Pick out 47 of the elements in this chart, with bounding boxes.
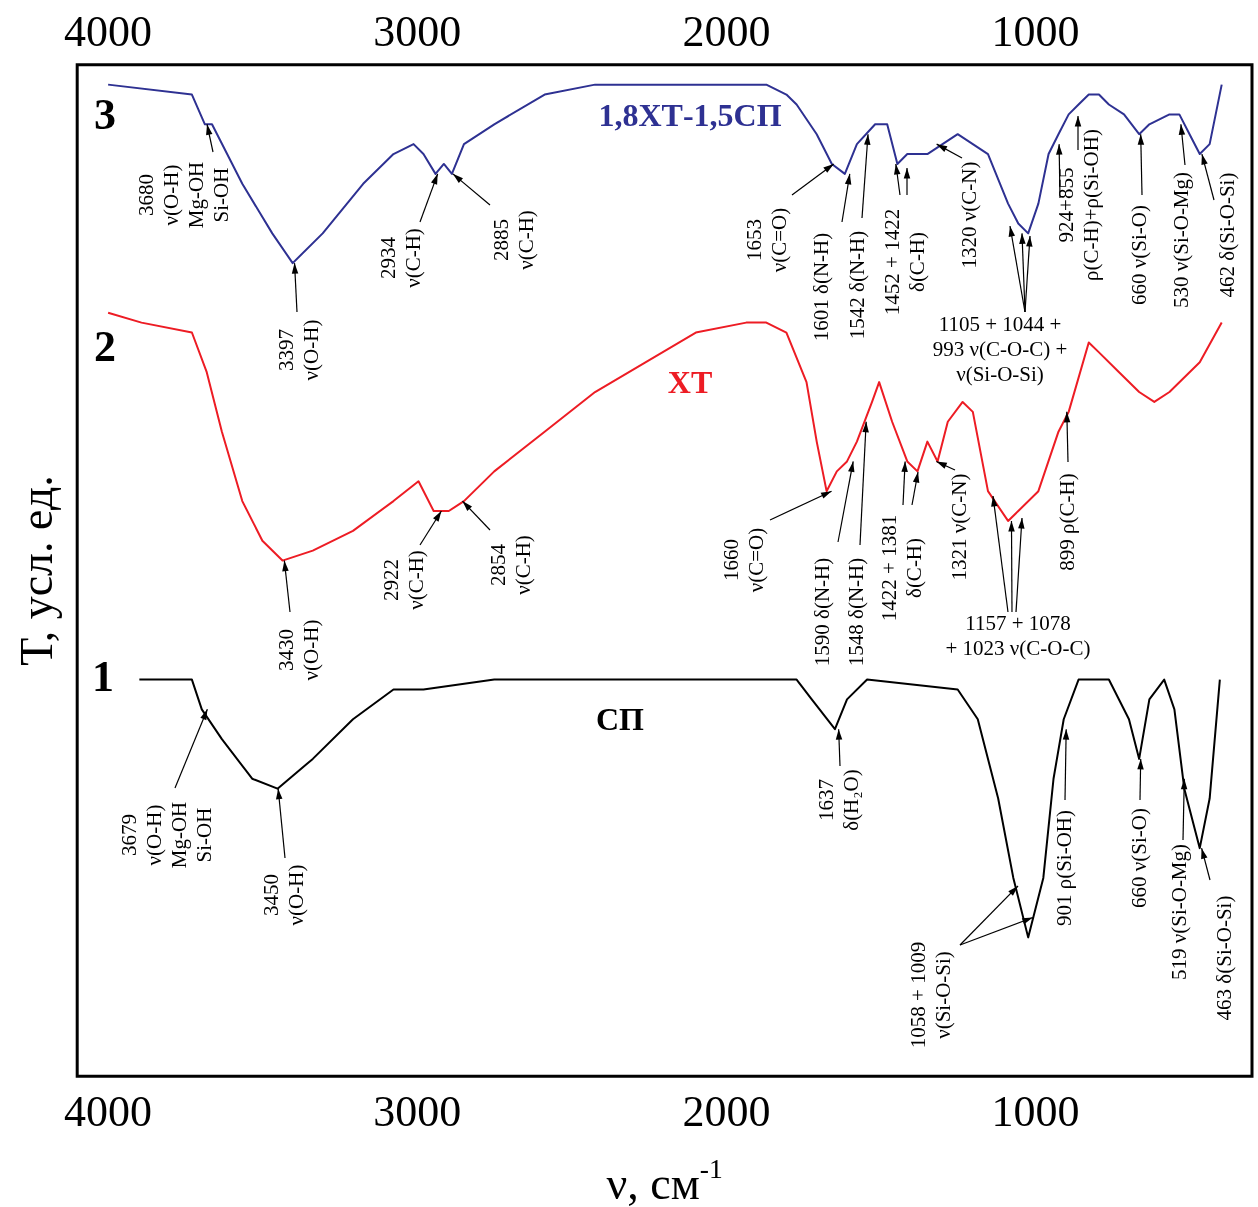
annotation: 901 ρ(Si-OH) <box>1051 809 1076 927</box>
annotation: 519 ν(Si-O-Mg) <box>1166 843 1191 981</box>
annotation: 1105 + 1044 + 993 ν(C-O-C) + ν(Si-O-Si) <box>932 311 1068 386</box>
annotation: 1548 δ(N-H) <box>843 557 868 667</box>
series-label: ХТ <box>667 364 713 401</box>
annotation: 1542 δ(N-H) <box>844 230 869 340</box>
annotation: 1058 + 1009 ν(Si-O-Si) <box>906 941 956 1049</box>
annotation: 1422 + 1381 δ(C-H) <box>877 514 927 622</box>
annotation: 3 <box>94 90 116 140</box>
annotation: 1452 + 1422 δ(C-H) <box>880 208 930 316</box>
annotation: 1601 δ(N-H) <box>808 232 833 342</box>
x-tick-label: 4000 <box>64 1087 153 1137</box>
annotation: 1321 ν(C-N) <box>946 473 971 581</box>
annotation: 899 ρ(C-H) <box>1054 473 1079 571</box>
annotation: 2 <box>94 322 116 372</box>
series-label: 1,8ХТ-1,5СП <box>598 97 782 134</box>
x2-tick-label: 3000 <box>373 6 462 56</box>
x-tick-label: 3000 <box>373 1087 462 1137</box>
annotation: 3450 ν(O-H) <box>259 864 309 926</box>
annotation: 530 ν(Si-O-Mg) <box>1168 171 1193 309</box>
annotation: 463 δ(Si-O-Si) <box>1211 895 1236 1021</box>
annotation: 1637 δ(H₂O) <box>814 769 864 831</box>
annotation: 2922 ν(C-H) <box>379 550 429 610</box>
annotation: 2885 ν(C-H) <box>489 210 539 270</box>
annotation: 660 ν(Si-O) <box>1126 205 1151 305</box>
annotation: 924+855 ρ(C-H)+ρ(Si-OH) <box>1054 129 1104 281</box>
x-tick-label: 2000 <box>682 1087 771 1137</box>
annotation: 3430 ν(O-H) <box>274 619 324 681</box>
x2-tick-label: 1000 <box>991 6 1080 56</box>
annotation: 660 ν(Si-O) <box>1126 808 1151 908</box>
annotation: 1157 + 1078 + 1023 ν(C-O-C) <box>945 611 1091 661</box>
series-label: СП <box>596 701 645 738</box>
annotation: 1320 ν(C-N) <box>956 161 981 269</box>
x2-tick-label: 4000 <box>64 6 153 56</box>
x-tick-label: 1000 <box>991 1087 1080 1137</box>
annotation: 1590 δ(N-H) <box>809 557 834 667</box>
annotation: 462 δ(Si-O-Si) <box>1214 172 1239 298</box>
annotation: 3397 ν(O-H) <box>274 319 324 381</box>
annotation: 3680 ν(O-H) Mg-OH Si-OH <box>134 161 234 229</box>
annotation: 3679 ν(O-H) Mg-OH Si-OH <box>117 801 217 869</box>
annotation: 2854 ν(C-H) <box>486 535 536 595</box>
y-axis-title: Т, усл. ед. <box>10 475 62 666</box>
annotation: 2934 ν(C-H) <box>376 228 426 288</box>
annotation: 1660 ν(C=O) <box>719 527 769 593</box>
annotation: 1653 ν(C=O) <box>742 207 792 273</box>
annotation: 1 <box>92 652 114 702</box>
x2-tick-label: 2000 <box>682 6 771 56</box>
